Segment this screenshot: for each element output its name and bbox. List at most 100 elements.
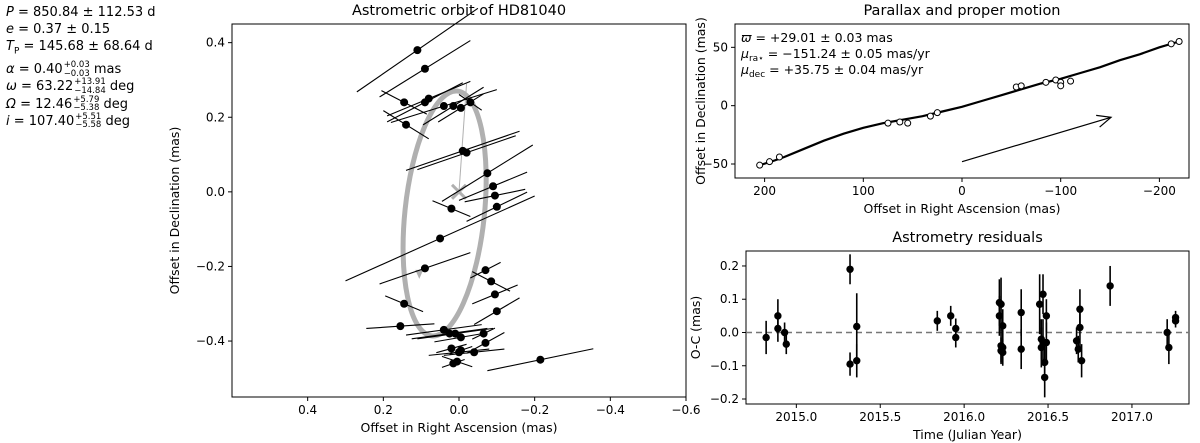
orbit-data-point — [489, 182, 498, 191]
parameter-symbol: α — [6, 62, 15, 78]
parameter-value: = 0.37 ± 0.15 — [14, 22, 111, 38]
residual-point — [1163, 328, 1171, 337]
x-tick-label: −0.6 — [671, 403, 700, 417]
parallax-annotation: ϖ = +29.01 ± 0.03 mas — [741, 30, 893, 45]
orbit-data-point — [453, 357, 462, 366]
orbit-data-point — [479, 329, 488, 338]
proper-motion-arrow — [961, 116, 1112, 163]
parameter-unit: deg — [105, 79, 135, 95]
residual-point — [1017, 308, 1025, 317]
epoch-point — [1042, 78, 1050, 86]
plot-frame — [745, 250, 1190, 405]
orbit-data-point — [420, 264, 429, 273]
chart-title: Astrometric orbit of HD81040 — [352, 3, 566, 19]
residual-point — [1165, 343, 1173, 352]
orbit-direction-arrow — [415, 269, 424, 279]
parameter-symbol: i — [6, 113, 10, 129]
parameter-uncertainty: +5.51 −5.58 — [75, 113, 101, 130]
residual-point — [999, 322, 1007, 330]
annotation-symbol: μ — [740, 46, 749, 61]
orbit-data-point — [445, 329, 454, 338]
parameter-value: = 850.84 ± 112.53 d — [13, 5, 156, 20]
parameter-lower-error: −5.58 — [75, 120, 102, 131]
epoch-point — [904, 119, 912, 127]
parameter-unit: deg — [99, 96, 129, 112]
x-tick-label: 2015.0 — [775, 410, 817, 424]
residual-point — [846, 265, 854, 273]
orbit-data-point — [400, 299, 409, 308]
residual-point — [997, 300, 1005, 308]
orbit-data-point — [470, 348, 479, 357]
epoch-point — [926, 112, 934, 120]
y-axis-label: O-C (mas) — [688, 296, 703, 360]
parameter-line: P = 850.84 ± 112.53 d — [6, 4, 156, 21]
parameter-value: = 107.40 — [9, 113, 75, 129]
star-marker — [450, 183, 468, 200]
x-tick-label: −0.4 — [596, 403, 625, 417]
parameter-value: = 0.40 — [14, 62, 63, 78]
parameter-unit: deg — [101, 113, 130, 129]
orbit-data-point — [420, 64, 429, 73]
x-axis-label: Offset in Right Ascension (mas) — [361, 420, 558, 435]
x-axis-label: Offset in Right Ascension (mas) — [864, 201, 1061, 216]
residual-point — [1040, 358, 1049, 367]
parallax-annotation: μdec = +35.75 ± 0.04 mas/yr — [740, 62, 924, 80]
parameter-upper-error: +5.79 — [73, 94, 100, 105]
epoch-point — [1067, 77, 1075, 85]
orbit-data-point — [396, 322, 405, 331]
residual-point — [1106, 282, 1114, 290]
chart-title: Parallax and proper motion — [863, 3, 1060, 19]
orbit-data-point — [483, 169, 492, 178]
x-tick-label: 0.2 — [374, 403, 393, 417]
orbit-data-point — [420, 98, 429, 107]
residual-point — [846, 360, 854, 368]
x-tick-label: 2017.0 — [1111, 410, 1153, 424]
x-tick-label: 2015.5 — [859, 410, 901, 424]
residual-point — [999, 348, 1007, 357]
annotation-symbol: μ — [740, 62, 749, 77]
parallax-annotation: μra⋆ = −151.24 ± 0.05 mas/yr — [740, 46, 931, 64]
epoch-point — [1175, 38, 1183, 45]
parameter-line: TP = 145.68 ± 68.64 d — [6, 38, 156, 61]
y-tick-label: 0.2 — [206, 110, 225, 124]
y-tick-label: 0.0 — [720, 325, 739, 339]
parameter-symbol: T — [6, 39, 14, 55]
parameter-upper-error: +13.91 — [74, 77, 106, 88]
orbit-data-point — [447, 344, 456, 353]
parameter-subscript: P — [13, 47, 20, 57]
orbit-data-point — [487, 277, 496, 286]
orbit-data-point — [490, 290, 499, 299]
epoch-point — [775, 153, 783, 161]
parameter-symbol: P — [6, 5, 14, 20]
parameter-value: = 12.46 — [15, 96, 73, 112]
residual-point — [780, 328, 789, 337]
y-tick-label: 0.2 — [720, 259, 739, 273]
parameter-line: e = 0.37 ± 0.15 — [6, 21, 156, 38]
parameter-value: = 145.68 ± 68.64 d — [19, 39, 153, 55]
y-axis-label: Offset in Declination (mas) — [167, 127, 182, 295]
proper-motion-arrowhead — [1096, 114, 1113, 128]
residual-point — [1076, 323, 1084, 332]
parameter-uncertainty: +5.79 −5.38 — [73, 96, 99, 113]
parallax-track — [759, 40, 1180, 167]
residual-point — [933, 317, 941, 325]
y-tick-label: 0.1 — [720, 292, 739, 306]
y-tick-label: 0.4 — [206, 36, 225, 50]
parameter-line: i = 107.40 +5.51 −5.58 deg — [6, 113, 156, 130]
y-tick-label: −0.1 — [710, 359, 739, 373]
parameter-line: α = 0.40 +0.03 −0.03 mas — [6, 61, 156, 78]
orbit-data-point — [492, 202, 501, 211]
residual-point — [853, 322, 861, 331]
orbit-data-point — [492, 307, 501, 316]
y-tick-label: 0 — [720, 99, 728, 113]
residual-point — [1017, 345, 1025, 353]
parameter-lower-error: −0.03 — [63, 68, 90, 79]
y-tick-label: −0.2 — [196, 259, 225, 273]
residual-point — [1042, 338, 1051, 347]
annotation-symbol: ϖ — [741, 30, 752, 45]
epoch-point — [884, 119, 892, 127]
orbit-data-point — [456, 103, 465, 112]
residual-point — [1171, 317, 1180, 325]
orbit-data-point — [400, 98, 409, 107]
orbit-data-point — [447, 204, 456, 213]
